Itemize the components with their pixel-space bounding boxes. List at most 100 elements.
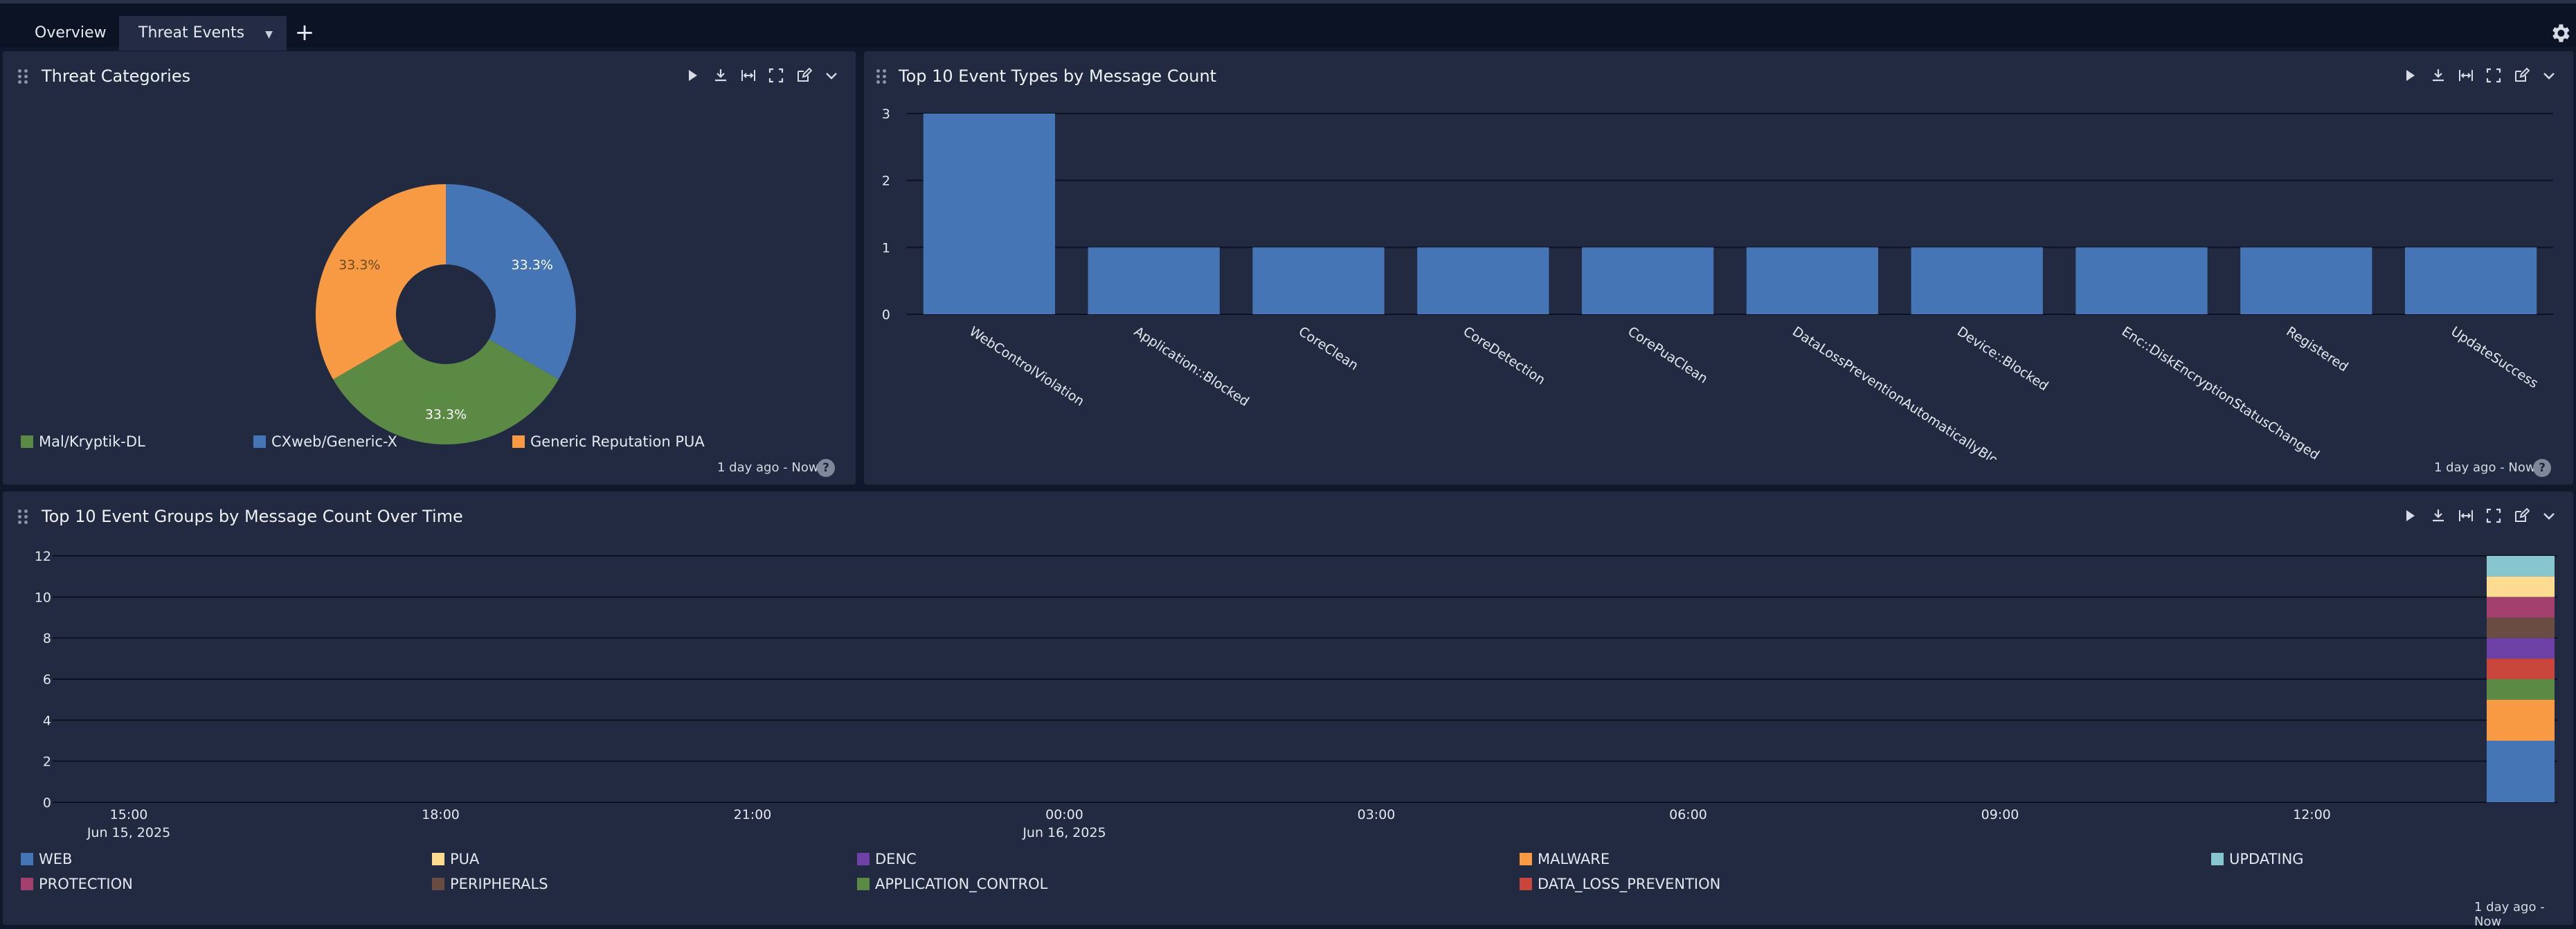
- gear-icon[interactable]: [2548, 21, 2572, 45]
- bar[interactable]: [923, 114, 1056, 314]
- legend-item[interactable]: APPLICATION_CONTROL: [857, 876, 1047, 892]
- bar[interactable]: [1746, 247, 1879, 314]
- bar[interactable]: [2404, 247, 2537, 314]
- help-icon[interactable]: ?: [817, 459, 835, 477]
- legend-swatch: [1520, 878, 1532, 890]
- download-icon[interactable]: [2428, 504, 2449, 527]
- stacked-bar-segment[interactable]: [2487, 699, 2555, 741]
- fit-width-icon[interactable]: [2456, 64, 2476, 87]
- legend-label: UPDATING: [2229, 851, 2304, 867]
- chevron-down-icon[interactable]: [821, 64, 842, 87]
- legend-item[interactable]: PROTECTION: [21, 876, 133, 892]
- event-types-panel: Top 10 Event Types by Message Count 0 1 2 3…: [864, 51, 2573, 485]
- legend-item[interactable]: CXweb/Generic-X: [253, 433, 397, 450]
- legend-item[interactable]: PERIPHERALS: [432, 876, 548, 892]
- stacked-bar-segment[interactable]: [2487, 597, 2555, 617]
- x-tick-label: Registered: [2284, 324, 2351, 375]
- time-range-label: 1 day ago - Now: [717, 460, 819, 475]
- fullscreen-icon[interactable]: [766, 64, 786, 87]
- legend-swatch: [857, 853, 870, 865]
- y-tick-label: 2: [43, 755, 51, 770]
- bar[interactable]: [1911, 247, 2043, 314]
- legend-item[interactable]: Generic Reputation PUA: [512, 433, 705, 450]
- bar[interactable]: [2075, 247, 2208, 314]
- fullscreen-icon[interactable]: [2483, 64, 2504, 87]
- legend-swatch: [2211, 853, 2224, 865]
- chevron-down-icon[interactable]: ▼: [265, 29, 273, 40]
- stacked-bar-segment[interactable]: [2487, 556, 2555, 577]
- legend-item[interactable]: MALWARE: [1520, 851, 1610, 867]
- legend-item[interactable]: WEB: [21, 851, 72, 867]
- legend-swatch: [253, 435, 266, 448]
- play-icon[interactable]: [2400, 504, 2421, 527]
- y-tick-label: 0: [43, 795, 51, 811]
- legend-item[interactable]: PUA: [432, 851, 479, 867]
- legend-label: APPLICATION_CONTROL: [875, 876, 1048, 892]
- stacked-bar-segment[interactable]: [2487, 741, 2555, 802]
- x-tick-label: 09:00: [1981, 807, 2019, 822]
- bar[interactable]: [2240, 247, 2372, 314]
- time-range-label: 1 day ago - Now: [2434, 460, 2536, 475]
- pie-slice[interactable]: [315, 184, 446, 379]
- chevron-down-icon[interactable]: [2539, 504, 2559, 527]
- legend-swatch: [432, 853, 444, 865]
- download-icon[interactable]: [710, 64, 731, 87]
- tab-overview[interactable]: Overview: [35, 24, 107, 42]
- download-icon[interactable]: [2428, 64, 2449, 87]
- drag-handle-icon[interactable]: [18, 69, 29, 84]
- x-tick-label: 03:00: [1358, 807, 1396, 822]
- fit-width-icon[interactable]: [2456, 504, 2476, 527]
- fit-width-icon[interactable]: [738, 64, 759, 87]
- stacked-bar-segment[interactable]: [2487, 576, 2555, 597]
- tab-threat-events[interactable]: Threat Events ▼: [119, 16, 287, 51]
- chevron-down-icon[interactable]: [2539, 64, 2559, 87]
- pie-slice-label: 33.3%: [512, 258, 553, 273]
- legend-label: CXweb/Generic-X: [271, 433, 397, 450]
- x-tick-label: CoreDetection: [1461, 324, 1548, 388]
- help-icon[interactable]: ?: [2533, 459, 2551, 477]
- legend-item[interactable]: Mal/Kryptik-DL: [21, 433, 145, 450]
- drag-handle-icon[interactable]: [18, 509, 29, 525]
- drag-handle-icon[interactable]: [876, 69, 888, 84]
- x-tick-label: 18:00: [422, 807, 460, 822]
- x-tick-label: CorePuaClean: [1625, 324, 1710, 387]
- legend-item[interactable]: DATA_LOSS_PREVENTION: [1520, 876, 1720, 892]
- stacked-bar-segment[interactable]: [2487, 617, 2555, 638]
- bar[interactable]: [1581, 247, 1714, 314]
- y-tick-label: 1: [882, 240, 890, 255]
- legend-item[interactable]: DENC: [857, 851, 917, 867]
- pie-slice[interactable]: [446, 184, 576, 379]
- pie-slice[interactable]: [333, 339, 559, 444]
- x-tick-date: Jun 15, 2025: [87, 825, 170, 840]
- legend-label: MALWARE: [1538, 851, 1610, 867]
- x-tick-label: 21:00: [734, 807, 772, 822]
- fullscreen-icon[interactable]: [2483, 504, 2504, 527]
- panel-toolbar: [2400, 504, 2559, 527]
- bar[interactable]: [1417, 247, 1549, 314]
- edit-icon[interactable]: [2511, 64, 2532, 87]
- play-icon[interactable]: [2400, 64, 2421, 87]
- bar[interactable]: [1252, 247, 1385, 314]
- legend-label: DATA_LOSS_PREVENTION: [1538, 876, 1721, 892]
- legend-label: Generic Reputation PUA: [530, 433, 705, 450]
- bar[interactable]: [1088, 247, 1220, 314]
- legend-item[interactable]: UPDATING: [2211, 851, 2304, 867]
- stacked-bar-segment[interactable]: [2487, 679, 2555, 700]
- x-tick-date: Jun 16, 2025: [1022, 825, 1106, 840]
- legend-swatch: [21, 435, 33, 448]
- x-tick-label: 15:00: [110, 807, 148, 822]
- stacked-bar-segment[interactable]: [2487, 658, 2555, 679]
- plus-icon[interactable]: +: [294, 19, 315, 46]
- play-icon[interactable]: [683, 64, 703, 87]
- y-tick-label: 2: [882, 174, 890, 189]
- x-tick-label: UpdateSuccess: [2448, 324, 2541, 392]
- legend-label: PUA: [450, 851, 480, 867]
- y-tick-label: 3: [882, 107, 890, 122]
- y-tick-label: 12: [35, 549, 51, 564]
- legend-label: Mal/Kryptik-DL: [39, 433, 145, 450]
- y-tick-label: 8: [43, 631, 51, 647]
- stacked-bar-segment[interactable]: [2487, 638, 2555, 659]
- edit-icon[interactable]: [793, 64, 814, 87]
- legend-swatch: [512, 435, 525, 448]
- edit-icon[interactable]: [2511, 504, 2532, 527]
